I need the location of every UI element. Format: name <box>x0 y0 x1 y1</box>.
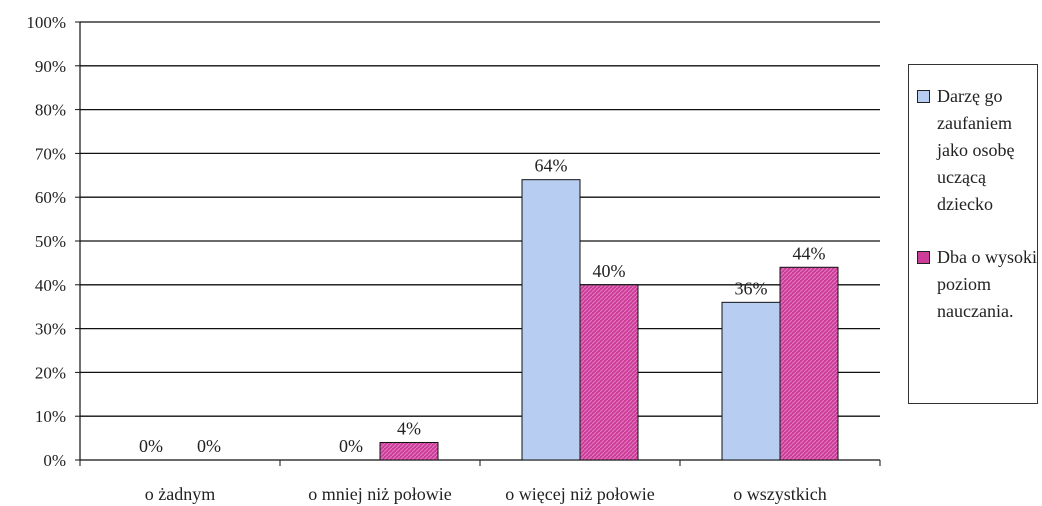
data-label: 0% <box>197 436 221 456</box>
bar-series-1 <box>721 301 781 461</box>
y-tick-label: 0% <box>43 451 66 470</box>
y-tick-label: 20% <box>35 363 66 382</box>
legend-swatch-series-2 <box>917 251 930 264</box>
legend-item-series-2: Dba o wysoki poziom nauczania. <box>917 244 1037 325</box>
bar-chart: 0% 10% 20% 30% 40% 50% 60% 70% 80% 90% 100% o żadny… <box>26 13 881 504</box>
gridlines <box>80 21 880 417</box>
legend: Darzę go zaufaniem jako osobę uczącą dzi… <box>908 64 1038 404</box>
y-tick-label: 10% <box>35 407 66 426</box>
data-label: 36% <box>735 278 768 298</box>
data-label: 64% <box>535 156 568 176</box>
bar-series-1 <box>521 179 581 461</box>
legend-item-series-1: Darzę go zaufaniem jako osobę uczącą dzi… <box>917 83 1037 218</box>
y-tick-label: 60% <box>35 188 66 207</box>
data-label: 40% <box>593 261 626 281</box>
legend-label-series-2: Dba o wysoki poziom nauczania. <box>937 247 1037 321</box>
bar-series-2 <box>779 266 839 461</box>
x-category-label: o żadnym <box>145 484 215 504</box>
data-label: 0% <box>139 436 163 456</box>
bar-series-2 <box>579 284 639 461</box>
x-category-label: o wszystkich <box>733 484 827 504</box>
y-tick-label: 100% <box>26 13 66 32</box>
data-label: 44% <box>793 243 826 263</box>
legend-label-series-1: Darzę go zaufaniem jako osobę uczącą dzi… <box>937 86 1015 214</box>
x-category-label: o więcej niż połowie <box>505 484 654 504</box>
y-tick-label: 70% <box>35 144 66 163</box>
bars <box>379 179 839 461</box>
data-label: 4% <box>397 418 421 438</box>
x-category-label: o mniej niż połowie <box>308 484 451 504</box>
bar-series-2 <box>379 441 439 461</box>
y-tick-label: 80% <box>35 101 66 120</box>
labels: 0% 10% 20% 30% 40% 50% 60% 70% 80% 90% 100% o żadny… <box>26 13 826 504</box>
legend-swatch-series-1 <box>917 90 930 103</box>
data-label: 0% <box>339 436 363 456</box>
y-tick-label: 90% <box>35 57 66 76</box>
y-tick-label: 50% <box>35 232 66 251</box>
y-tick-label: 40% <box>35 276 66 295</box>
y-tick-label: 30% <box>35 320 66 339</box>
